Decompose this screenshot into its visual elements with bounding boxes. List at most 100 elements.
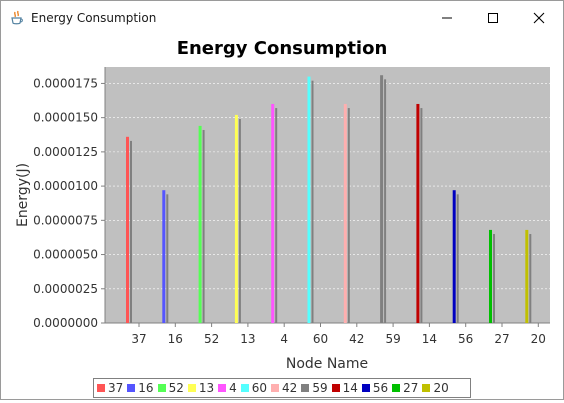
chart-legend: 37 16 52 13 4 60 42 59 14 56 27 20 [93,378,471,398]
y-axis: 0.0000000 0.0000025 0.0000050 0.0000075 0.00… [33,67,106,330]
bar-37 [126,136,129,323]
legend-swatch [271,384,280,392]
x-tick-label: 60 [313,332,328,346]
y-tick-label: 0.0000000 [33,316,98,330]
bar-42 [343,103,347,323]
y-axis-label: Energy(J) [15,163,31,227]
y-tick-label: 0.0000175 [33,76,98,90]
legend-item: 52 [157,381,184,395]
y-tick-label: 0.0000025 [33,282,98,296]
bar-16 [162,190,166,323]
legend-label: 20 [433,381,449,395]
legend-label: 14 [342,381,358,395]
legend-label: 13 [198,381,215,395]
bar-27 [489,229,492,323]
x-tick-label: 4 [280,332,288,346]
bar-chart: Energy Consumption 0.00000000.00000250.0… [15,38,550,372]
x-tick-label: 20 [531,332,546,346]
legend-label: 27 [403,381,419,395]
x-tick-label: 14 [422,332,437,346]
maximize-button[interactable] [470,1,516,35]
legend-swatch [361,384,370,392]
maximize-icon [488,13,498,23]
minimize-button[interactable] [424,1,470,35]
bar-14-secondary [420,108,423,323]
x-tick-label: 42 [349,332,364,346]
legend-label: 4 [229,381,237,395]
minimize-icon [442,17,452,19]
bar-42-secondary [347,108,350,323]
x-tick-label: 37 [131,332,146,346]
legend-item: 20 [421,381,449,395]
legend-swatch [187,384,196,392]
legend-item: 42 [270,381,297,395]
y-tick-label: 0.0000100 [33,179,98,193]
legend-item: 60 [240,381,267,395]
legend-item: 59 [300,381,328,395]
title-bar: Energy Consumption [1,1,563,35]
x-axis-label: Node Name [286,356,368,372]
legend-item: 16 [126,381,154,395]
x-tick-label: 59 [385,332,400,346]
x-tick-label: 13 [240,332,255,346]
close-button[interactable] [516,1,562,35]
bar-13-secondary [238,119,241,323]
legend-swatch [331,384,340,392]
close-icon [533,12,545,24]
plot-background [105,67,550,323]
legend-label: 59 [312,381,328,395]
x-tick-label: 56 [458,332,473,346]
x-tick-label: 16 [168,332,183,346]
y-tick-label: 0.0000075 [33,213,98,227]
window-title: Energy Consumption [31,11,157,25]
bar-59-secondary [384,79,387,323]
legend-swatch [127,384,136,392]
x-axis: 37 16 52 13 4 60 42 59 14 56 27 20 [105,322,550,346]
legend-swatch [157,384,166,392]
bar-4 [271,103,275,323]
y-tick-label: 0.0000050 [33,248,98,262]
legend-item: 13 [187,381,214,395]
legend-swatch [301,384,310,392]
legend-item: 37 [96,381,123,395]
bar-59 [380,75,384,324]
bar-16-secondary [166,194,169,323]
bar-13 [234,114,238,324]
legend-swatch [392,384,401,392]
chart-panel: Energy Consumption 0.0000000 0.0000025 0.0… [1,35,563,399]
bar-52-secondary [202,129,205,323]
legend-item: 56 [361,381,388,395]
legend-label: 42 [282,381,298,395]
bar-27-secondary [493,234,495,323]
legend-label: 16 [138,381,154,395]
bar-60-secondary [311,80,314,323]
bar-20-secondary [529,234,532,323]
x-tick-label: 27 [494,332,509,346]
bar-56 [452,190,456,323]
bar-37-secondary [130,140,132,323]
y-tick-label: 0.0000150 [33,111,98,125]
legend-label: 52 [168,381,184,395]
legend-item: 27 [391,381,418,395]
java-cup-icon [11,10,23,25]
legend-swatch [218,384,227,392]
bars [126,75,532,324]
legend-label: 37 [108,381,124,395]
legend-label: 60 [251,381,268,395]
y-tick-label: 0.0000125 [33,145,98,159]
legend-swatch [240,384,249,392]
legend-item: 14 [331,381,358,395]
chart-title: Energy Consumption [177,38,388,59]
x-tick-label: 52 [204,332,219,346]
bar-4-secondary [275,108,278,323]
bar-60 [307,76,311,323]
bar-56-secondary [456,194,459,323]
legend-swatch [97,384,105,392]
legend-item: 4 [217,381,237,395]
bar-52 [198,125,202,324]
legend-label: 56 [372,381,389,395]
legend-swatch [422,384,431,392]
bar-14 [416,103,420,323]
bar-20 [525,229,529,323]
